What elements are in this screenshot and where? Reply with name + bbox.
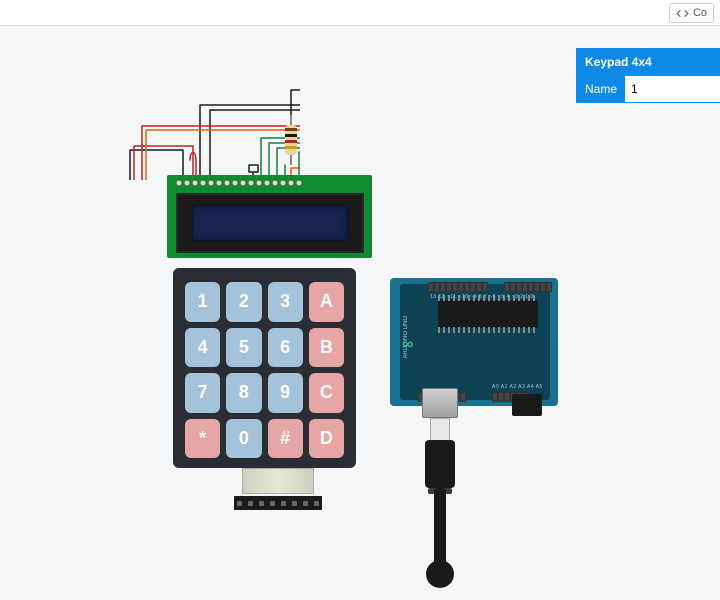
key-#[interactable]: # <box>268 419 303 459</box>
key-0[interactable]: 0 <box>226 419 261 459</box>
key-8[interactable]: 8 <box>226 373 261 413</box>
key-5[interactable]: 5 <box>226 328 261 368</box>
key-D[interactable]: D <box>309 419 344 459</box>
key-7[interactable]: 7 <box>185 373 220 413</box>
infinity-icon: ∞ <box>402 336 413 354</box>
resistor[interactable] <box>283 115 299 165</box>
panel-row-name: Name <box>577 75 719 102</box>
name-label: Name <box>577 76 625 102</box>
pin-labels-top: 13 12 ~11 ~10 ~9 8 7 ~6 ~5 4 ~3 2 1 0 <box>430 294 534 300</box>
keypad-ribbon <box>242 468 314 494</box>
key-A[interactable]: A <box>309 282 344 322</box>
keypad-4x4[interactable]: 123A 456B 789C *0#D <box>173 268 356 468</box>
key-*[interactable]: * <box>185 419 220 459</box>
usb-plug[interactable] <box>430 418 450 442</box>
keypad-header-pins <box>234 496 322 510</box>
code-icon <box>676 7 689 20</box>
top-toolbar: Co <box>0 0 720 26</box>
name-input[interactable] <box>625 76 720 102</box>
key-2[interactable]: 2 <box>226 282 261 322</box>
usb-port <box>422 388 458 418</box>
usb-boot <box>425 440 455 488</box>
key-9[interactable]: 9 <box>268 373 303 413</box>
key-6[interactable]: 6 <box>268 328 303 368</box>
key-1[interactable]: 1 <box>185 282 220 322</box>
atmega-chip <box>438 300 538 328</box>
dc-barrel-jack <box>512 394 542 416</box>
pin-labels-analog: A0 A1 A2 A3 A4 A5 <box>492 384 543 390</box>
key-B[interactable]: B <box>309 328 344 368</box>
circuit-canvas[interactable]: 123A456B789C*0#D ARDUINO UNO ∞ 13 12 ~11… <box>0 30 570 600</box>
key-4[interactable]: 4 <box>185 328 220 368</box>
digital-header-left <box>428 282 488 292</box>
lcd-screen <box>192 205 348 241</box>
panel-title: Keypad 4x4 <box>577 49 719 75</box>
properties-panel: Keypad 4x4 Name <box>576 48 720 103</box>
key-3[interactable]: 3 <box>268 282 303 322</box>
digital-header-right <box>504 282 552 292</box>
lcd-header-pins <box>176 180 302 186</box>
wires-layer <box>0 30 300 180</box>
key-C[interactable]: C <box>309 373 344 413</box>
code-button-label: Co <box>693 7 707 19</box>
usb-cord <box>434 486 446 576</box>
code-button[interactable]: Co <box>669 3 714 23</box>
